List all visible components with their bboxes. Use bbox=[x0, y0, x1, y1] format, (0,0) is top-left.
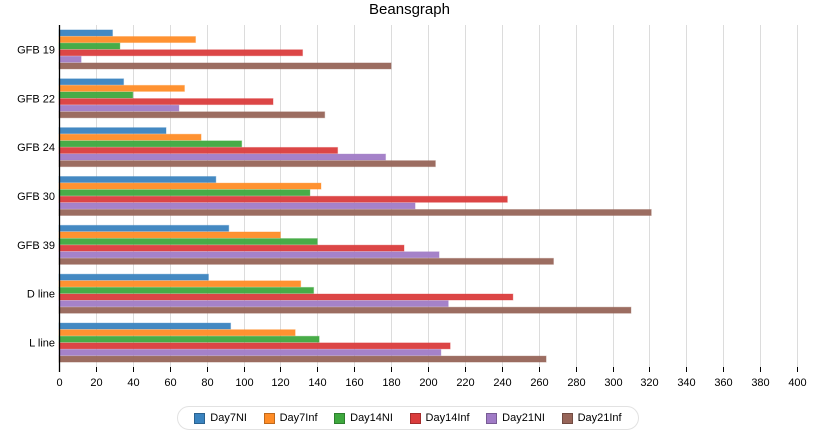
bar-day14inf-gfb-19[interactable] bbox=[58, 49, 304, 57]
legend-item-day14inf[interactable]: Day14Inf bbox=[409, 412, 470, 424]
x-tick-label: 300 bbox=[604, 377, 622, 389]
x-tick-label: 180 bbox=[382, 377, 400, 389]
category-label: D line bbox=[27, 289, 55, 301]
legend-swatch bbox=[486, 412, 498, 424]
x-tick-label: 240 bbox=[493, 377, 511, 389]
legend-item-day21ni[interactable]: Day21NI bbox=[486, 412, 545, 424]
legend-label: Day14Inf bbox=[425, 412, 470, 424]
bar-day7ni-gfb-30[interactable] bbox=[58, 176, 217, 183]
x-tick-label: 340 bbox=[677, 377, 695, 389]
bar-day21inf-gfb-19[interactable] bbox=[58, 62, 392, 70]
bar-day21inf-gfb-22[interactable] bbox=[58, 111, 326, 119]
bar-day7ni-gfb-22[interactable] bbox=[58, 78, 125, 86]
legend-item-day21inf[interactable]: Day21Inf bbox=[561, 412, 622, 424]
category-label: GFB 19 bbox=[17, 44, 55, 56]
bar-day21ni-gfb-24[interactable] bbox=[58, 153, 387, 161]
x-tick-label: 80 bbox=[201, 377, 213, 389]
bar-day21ni-l-line[interactable] bbox=[58, 348, 442, 356]
x-tick-label: 360 bbox=[714, 377, 732, 389]
legend-label: Day7NI bbox=[210, 412, 247, 424]
bar-day14inf-gfb-30[interactable] bbox=[58, 195, 508, 203]
bar-day21inf-gfb-30[interactable] bbox=[58, 209, 652, 216]
bar-day21inf-d-line[interactable] bbox=[58, 306, 632, 314]
bar-day14inf-gfb-22[interactable] bbox=[58, 98, 274, 106]
x-tick-label: 60 bbox=[164, 377, 176, 389]
bar-day7ni-d-line[interactable] bbox=[58, 273, 209, 281]
category-label: L line bbox=[29, 338, 55, 350]
bar-day7inf-l-line[interactable] bbox=[58, 329, 296, 337]
x-tick-label: 160 bbox=[345, 377, 363, 389]
x-tick-label: 380 bbox=[751, 377, 769, 389]
legend-item-day14ni[interactable]: Day14NI bbox=[334, 412, 393, 424]
category-label: GFB 39 bbox=[17, 240, 55, 252]
bar-day7inf-gfb-19[interactable] bbox=[58, 36, 197, 44]
x-tick-label: 100 bbox=[235, 377, 253, 389]
legend-item-day7ni[interactable]: Day7NI bbox=[194, 412, 247, 424]
axes: 0 20 40 60 80 100 120 140 160 180 200 220 240 260 280 3… bbox=[17, 25, 807, 389]
legend-label: Day7Inf bbox=[279, 412, 318, 424]
legend-swatch bbox=[334, 412, 346, 424]
x-tick-label: 0 bbox=[56, 377, 62, 389]
bar-day14inf-gfb-24[interactable] bbox=[58, 146, 339, 154]
legend-swatch bbox=[194, 412, 206, 424]
legend-label: Day21Inf bbox=[577, 412, 622, 424]
bar-day14inf-gfb-39[interactable] bbox=[58, 244, 405, 252]
bars bbox=[58, 29, 652, 363]
bar-day21ni-gfb-30[interactable] bbox=[58, 202, 416, 210]
category-label: GFB 24 bbox=[17, 142, 55, 154]
x-tick-label: 260 bbox=[530, 377, 548, 389]
bar-day14ni-gfb-19[interactable] bbox=[58, 42, 121, 50]
bar-day21ni-gfb-19[interactable] bbox=[58, 55, 82, 63]
bar-day7ni-gfb-24[interactable] bbox=[58, 127, 167, 135]
x-tick-label: 320 bbox=[640, 377, 658, 389]
x-tick-label: 220 bbox=[456, 377, 474, 389]
bar-day7inf-d-line[interactable] bbox=[58, 280, 302, 288]
bar-day14inf-d-line[interactable] bbox=[58, 293, 514, 301]
legend-label: Day14NI bbox=[350, 412, 393, 424]
bar-day14ni-gfb-30[interactable] bbox=[58, 189, 311, 197]
legend-swatch bbox=[561, 412, 573, 424]
category-label: GFB 30 bbox=[17, 191, 55, 203]
bar-day21ni-d-line[interactable] bbox=[58, 300, 449, 308]
bar-day14ni-gfb-39[interactable] bbox=[58, 238, 318, 246]
legend-item-day7inf[interactable]: Day7Inf bbox=[263, 412, 318, 424]
bar-day14ni-gfb-22[interactable] bbox=[58, 91, 134, 99]
bar-day21inf-l-line[interactable] bbox=[58, 355, 547, 363]
x-tick-label: 280 bbox=[567, 377, 585, 389]
x-tick-label: 40 bbox=[127, 377, 139, 389]
bar-day21ni-gfb-22[interactable] bbox=[58, 104, 180, 112]
x-tick-label: 20 bbox=[90, 377, 102, 389]
x-tick-label: 120 bbox=[271, 377, 289, 389]
x-tick-label: 200 bbox=[419, 377, 437, 389]
bar-day7ni-l-line[interactable] bbox=[58, 322, 232, 330]
x-tick-label: 140 bbox=[308, 377, 326, 389]
legend-swatch bbox=[409, 412, 421, 424]
chart-title: Beansgraph bbox=[369, 1, 450, 18]
bar-day7ni-gfb-19[interactable] bbox=[58, 29, 114, 37]
bar-day14ni-d-line[interactable] bbox=[58, 286, 315, 294]
bar-day7inf-gfb-24[interactable] bbox=[58, 133, 202, 141]
bar-day14ni-l-line[interactable] bbox=[58, 335, 320, 343]
legend-swatch bbox=[263, 412, 275, 424]
bar-day14inf-l-line[interactable] bbox=[58, 342, 451, 350]
bar-day21inf-gfb-39[interactable] bbox=[58, 257, 554, 265]
bar-day7inf-gfb-22[interactable] bbox=[58, 84, 185, 92]
x-tick-label: 400 bbox=[788, 377, 806, 389]
bar-day21ni-gfb-39[interactable] bbox=[58, 251, 440, 259]
bar-day7inf-gfb-30[interactable] bbox=[58, 182, 322, 190]
bar-day7inf-gfb-39[interactable] bbox=[58, 231, 281, 239]
bar-day21inf-gfb-24[interactable] bbox=[58, 160, 436, 168]
bar-day7ni-gfb-39[interactable] bbox=[58, 224, 230, 232]
category-label: GFB 22 bbox=[17, 93, 55, 105]
legend: Day7NI Day7Inf Day14NI Day14Inf Day21NI Day21… bbox=[177, 406, 639, 430]
bar-day14ni-gfb-24[interactable] bbox=[58, 140, 243, 148]
legend-label: Day21NI bbox=[502, 412, 545, 424]
